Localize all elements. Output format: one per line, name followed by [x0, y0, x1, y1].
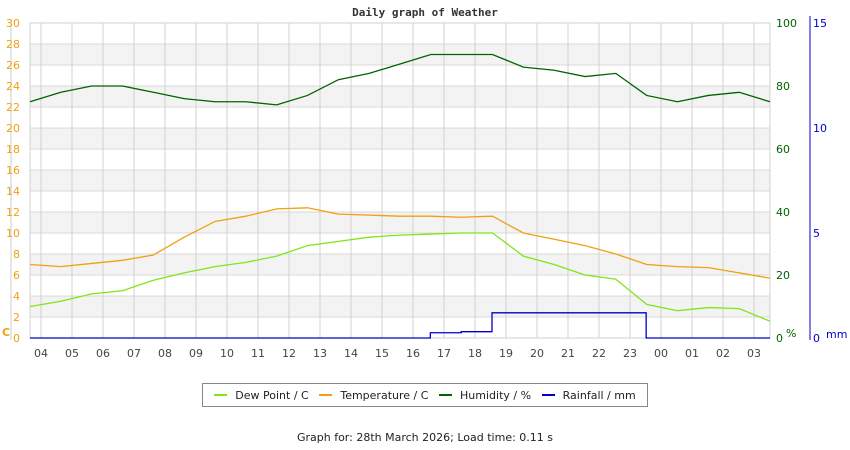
x-tick-label: 02	[716, 347, 730, 360]
x-tick-label: 21	[561, 347, 575, 360]
left-tick-label: 24	[6, 80, 20, 93]
left-tick-label: 0	[13, 332, 20, 345]
legend-swatch-icon	[541, 394, 555, 396]
x-tick-label: 06	[96, 347, 110, 360]
x-tick-label: 17	[437, 347, 451, 360]
x-tick-label: 12	[282, 347, 296, 360]
humidity-unit-label: %	[786, 327, 796, 340]
legend-swatch-icon	[319, 394, 333, 396]
x-tick-label: 03	[747, 347, 761, 360]
rain-tick-label: 15	[813, 17, 827, 30]
left-tick-label: 4	[13, 290, 20, 303]
legend: Dew Point / C Temperature / C Humidity / %…	[202, 383, 648, 407]
rain-tick-label: 5	[813, 227, 820, 240]
left-tick-label: 12	[6, 206, 20, 219]
x-tick-label: 00	[654, 347, 668, 360]
left-tick-label: 8	[13, 248, 20, 261]
legend-label: Rainfall / mm	[562, 388, 636, 402]
footer-status: Graph for: 28th March 2026; Load time: 0…	[296, 431, 554, 444]
series-line-dew	[29, 232, 771, 322]
x-tick-label: 16	[406, 347, 420, 360]
legend-item: Temperature / C	[319, 389, 428, 402]
rain-tick-label: 0	[813, 332, 820, 345]
legend-label: Humidity / %	[460, 388, 532, 402]
x-tick-label: 09	[189, 347, 203, 360]
x-tick-label: 04	[34, 347, 48, 360]
humidity-tick-label: 0	[776, 332, 783, 345]
humidity-tick-label: 60	[776, 143, 790, 156]
grid-band	[30, 254, 770, 275]
weather-chart: 04 05 06 07 08 09 10 11 12 13 14 15 16 17 18 19 20 21 22 23…	[2, 16, 847, 360]
chart-title: Daily graph of Weather	[352, 6, 498, 19]
x-tick-label: 14	[344, 347, 358, 360]
grid-band	[30, 170, 770, 191]
grid-band	[30, 212, 770, 233]
x-tick-label: 10	[220, 347, 234, 360]
x-tick-label: 05	[65, 347, 79, 360]
humidity-tick-label: 100	[776, 17, 797, 30]
x-tick-label: 19	[499, 347, 513, 360]
x-tick-label: 22	[592, 347, 606, 360]
legend-swatch-icon	[439, 394, 453, 396]
left-unit-label: C	[2, 326, 10, 339]
grid-band	[30, 296, 770, 317]
x-tick-label: 13	[313, 347, 327, 360]
x-tick-label: 15	[375, 347, 389, 360]
grid-band	[30, 44, 770, 65]
humidity-tick-label: 80	[776, 80, 790, 93]
rain-unit-label: mm	[826, 328, 847, 341]
left-tick-label: 22	[6, 101, 20, 114]
x-tick-label: 11	[251, 347, 265, 360]
left-tick-label: 30	[6, 17, 20, 30]
left-tick-label: 16	[6, 164, 20, 177]
legend-label: Temperature / C	[340, 388, 429, 402]
left-tick-label: 20	[6, 122, 20, 135]
legend-label: Dew Point / C	[235, 388, 309, 402]
humidity-tick-label: 20	[776, 269, 790, 282]
x-tick-label: 08	[158, 347, 172, 360]
left-tick-label: 2	[13, 311, 20, 324]
left-tick-label: 6	[13, 269, 20, 282]
humidity-tick-label: 40	[776, 206, 790, 219]
left-tick-label: 28	[6, 38, 20, 51]
x-tick-label: 23	[623, 347, 637, 360]
series-line-rainfall	[30, 312, 770, 339]
series-line-humidity	[29, 53, 771, 106]
grid-band	[30, 128, 770, 149]
legend-swatch-icon	[214, 394, 228, 396]
series-line-temperature	[29, 207, 771, 279]
legend-item: Rainfall / mm	[541, 388, 636, 402]
x-tick-label: 20	[530, 347, 544, 360]
x-tick-label: 07	[127, 347, 141, 360]
left-tick-label: 10	[6, 227, 20, 240]
legend-item: Humidity / %	[439, 389, 531, 402]
left-tick-label: 18	[6, 143, 20, 156]
left-tick-label: 14	[6, 185, 20, 198]
x-tick-label: 18	[468, 347, 482, 360]
x-tick-label: 01	[685, 347, 699, 360]
legend-item: Dew Point / C	[214, 388, 309, 402]
left-tick-label: 26	[6, 59, 20, 72]
rain-tick-label: 10	[813, 122, 827, 135]
